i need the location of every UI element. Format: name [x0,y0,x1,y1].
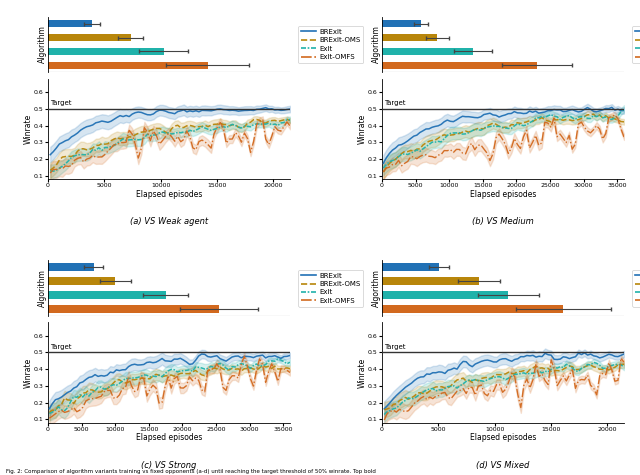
Text: Target: Target [51,344,72,350]
Bar [382,291,509,299]
Text: Target: Target [385,100,406,106]
Bar [382,48,473,55]
Bar [48,34,131,41]
Text: Target: Target [51,100,72,106]
Bar [382,277,479,285]
X-axis label: Elapsed episodes: Elapsed episodes [136,433,202,442]
Legend: BRExIt, BRExIt-OMS, ExIt, ExIt-OMFS: BRExIt, BRExIt-OMS, ExIt, ExIt-OMFS [298,270,363,307]
Y-axis label: Algorithm: Algorithm [38,26,47,64]
Bar [48,277,115,285]
Y-axis label: Algorithm: Algorithm [372,26,381,64]
Bar [48,291,166,299]
Bar [48,20,92,28]
Bar [48,264,93,271]
Y-axis label: Winrate: Winrate [24,114,33,144]
Text: (d) VS Mixed: (d) VS Mixed [476,461,530,470]
Legend: BRExIt, BRExIt-OMS, ExIt, ExIt-OMFS: BRExIt, BRExIt-OMS, ExIt, ExIt-OMFS [632,270,640,307]
Y-axis label: Winrate: Winrate [358,357,367,388]
X-axis label: Elapsed episodes: Elapsed episodes [470,433,536,442]
Bar [382,62,536,69]
Text: Target: Target [385,344,406,350]
Legend: BRExIt, BRExIt-OMS, ExIt, ExIt-OMFS: BRExIt, BRExIt-OMS, ExIt, ExIt-OMFS [298,26,363,63]
Y-axis label: Winrate: Winrate [24,357,33,388]
Y-axis label: Algorithm: Algorithm [38,269,47,307]
Text: Fig. 2: Comparison of algorithm variants training vs fixed opponents (a-d) until: Fig. 2: Comparison of algorithm variants… [6,469,376,474]
Text: (a) VS Weak agent: (a) VS Weak agent [130,217,208,226]
Legend: BRExIt, BRExIt-OMS, ExIt, ExIt-OMFS: BRExIt, BRExIt-OMS, ExIt, ExIt-OMFS [632,26,640,63]
Bar [382,20,421,28]
X-axis label: Elapsed episodes: Elapsed episodes [136,190,202,199]
Bar [48,48,163,55]
Y-axis label: Algorithm: Algorithm [372,269,381,307]
Bar [382,34,437,41]
Bar [382,264,439,271]
Text: (b) VS Medium: (b) VS Medium [472,217,534,226]
Bar [382,305,563,313]
Bar [48,305,220,313]
X-axis label: Elapsed episodes: Elapsed episodes [470,190,536,199]
Text: (c) VS Strong: (c) VS Strong [141,461,196,470]
Y-axis label: Winrate: Winrate [358,114,367,144]
Bar [48,62,207,69]
